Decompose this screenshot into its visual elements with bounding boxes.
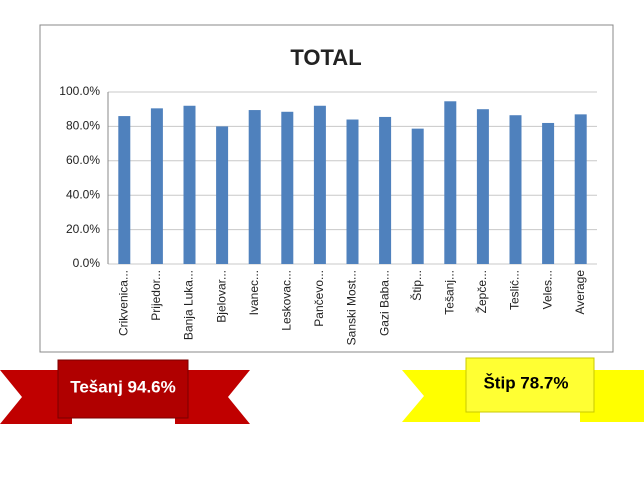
bar bbox=[542, 122, 555, 265]
x-tick-label: Tešanj... bbox=[442, 270, 456, 315]
annotation: Tešanj 94.6% bbox=[70, 377, 176, 396]
x-tick-label: Bjelovar... bbox=[214, 270, 228, 323]
x-tick-label: Prijedor... bbox=[149, 270, 163, 321]
ribbon-tail bbox=[0, 370, 72, 424]
y-tick-label: 20.0% bbox=[66, 222, 100, 236]
x-tick-label: Sanski Most... bbox=[345, 270, 359, 345]
ribbon-banner bbox=[57, 359, 189, 419]
bar bbox=[346, 119, 359, 265]
ribbon-tail bbox=[402, 370, 480, 422]
bar bbox=[150, 108, 163, 264]
bar bbox=[281, 111, 294, 264]
bar bbox=[118, 116, 131, 264]
bar bbox=[444, 101, 457, 265]
y-tick-label: 100.0% bbox=[59, 84, 100, 98]
x-tick-label: Gazi Baba... bbox=[377, 270, 391, 336]
y-tick-label: 0.0% bbox=[73, 256, 101, 270]
bar bbox=[509, 115, 522, 264]
x-tick-label: Ivanec... bbox=[247, 270, 261, 315]
bar bbox=[248, 110, 261, 264]
x-tick-label: Leskovac... bbox=[279, 270, 293, 331]
x-tick-label: Žepče... bbox=[474, 270, 489, 313]
ribbon-tail bbox=[580, 370, 644, 422]
y-tick-label: 40.0% bbox=[66, 187, 100, 201]
bar bbox=[313, 105, 326, 264]
y-tick-label: 60.0% bbox=[66, 153, 100, 167]
x-tick-label: Veles... bbox=[540, 270, 554, 309]
x-tick-label: Average bbox=[573, 270, 587, 315]
bar bbox=[476, 109, 489, 264]
y-tick-label: 80.0% bbox=[66, 119, 100, 133]
bar bbox=[216, 126, 229, 265]
bar bbox=[183, 105, 196, 264]
x-tick-label: Crikvenica... bbox=[116, 270, 130, 336]
ribbon-tail bbox=[175, 370, 250, 424]
x-tick-label: Štip... bbox=[409, 270, 424, 301]
bar bbox=[411, 128, 424, 264]
x-tick-label: Banja Luka... bbox=[182, 270, 196, 340]
x-tick-label: Teslić... bbox=[508, 270, 522, 310]
plot: 0.0% 20.0% 40.0% 60.0% 80.0% 100.0% Crikvenica… bbox=[59, 84, 597, 345]
annotation: Štip 78.7% bbox=[483, 373, 568, 392]
ribbon-banner bbox=[465, 357, 595, 413]
x-tick-label: Pančevo... bbox=[312, 270, 326, 327]
bar bbox=[574, 114, 587, 264]
chart-title: TOTAL bbox=[290, 45, 361, 70]
bar bbox=[379, 116, 392, 264]
